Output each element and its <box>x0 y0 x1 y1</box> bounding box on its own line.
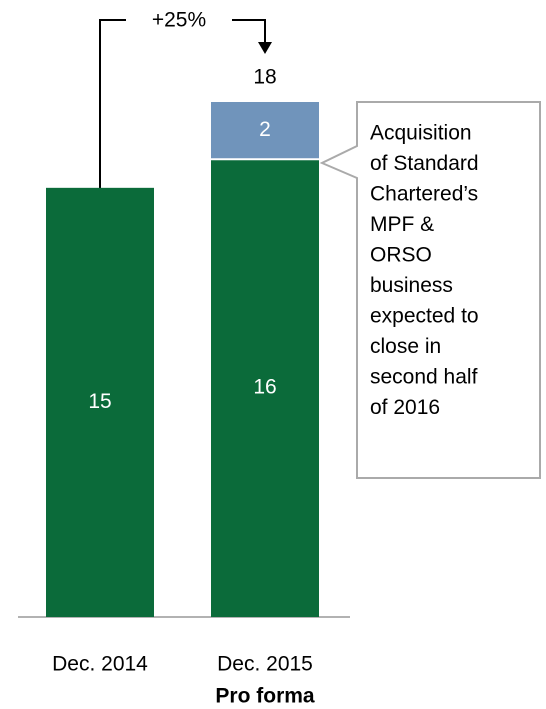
bar-value-label: 2 <box>259 118 271 141</box>
callout-text: expected to <box>370 305 479 328</box>
callout-text: business <box>370 274 453 297</box>
arrow-head <box>258 42 272 54</box>
bar-segment <box>211 159 319 617</box>
callout-text: Chartered’s <box>370 183 478 206</box>
callout-text: ORSO <box>370 244 432 267</box>
callout-text: close in <box>370 335 441 358</box>
callout-text: of 2016 <box>370 396 440 419</box>
total-label: 18 <box>253 66 276 89</box>
bar-segment <box>211 102 319 160</box>
callout-text: of Standard <box>370 152 479 175</box>
bar-value-label: 15 <box>88 390 111 413</box>
growth-bracket <box>99 19 266 195</box>
callout-text: second half <box>370 366 478 389</box>
callout-text: MPF & <box>370 213 434 236</box>
growth-label: +25% <box>152 9 206 32</box>
bar-segment <box>46 187 154 618</box>
x-tick-label: Dec. 2014 <box>52 653 148 676</box>
x-tick-sublabel: Pro forma <box>215 685 315 708</box>
callout-text: Acquisition <box>370 122 472 145</box>
callout-box <box>319 101 541 479</box>
bar-value-label: 16 <box>253 376 276 399</box>
x-tick-label: Dec. 2015 <box>217 653 313 676</box>
